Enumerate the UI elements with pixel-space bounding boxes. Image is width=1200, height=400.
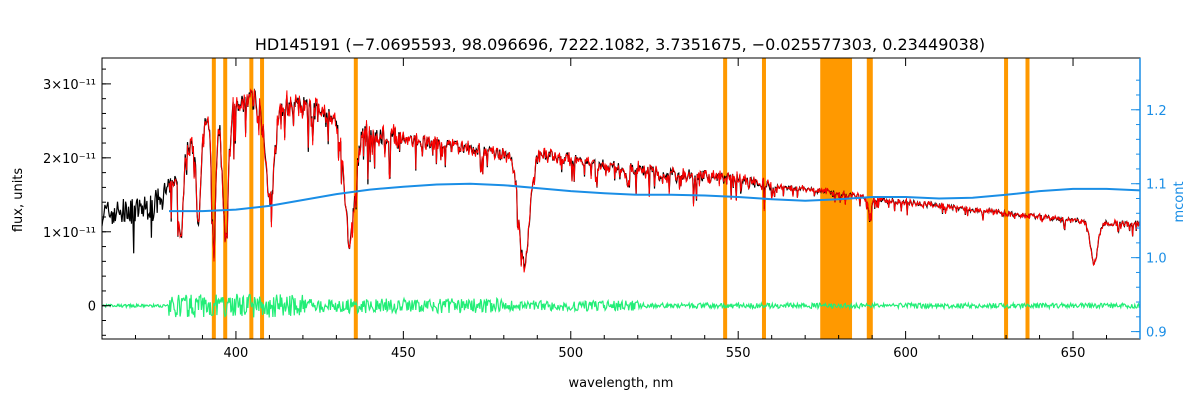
masked-line xyxy=(868,58,873,339)
right-tick-label: 1.0 xyxy=(1146,252,1167,267)
x-tick-label: 550 xyxy=(726,346,751,361)
y-tick-label: 0 xyxy=(88,300,96,315)
y-axis-label: flux, units xyxy=(11,168,26,233)
model-flux-series xyxy=(168,88,1141,273)
x-tick-label: 600 xyxy=(893,346,918,361)
masked-line xyxy=(866,58,871,339)
x-axis: 400 450 500 550 600 650 xyxy=(134,58,1141,361)
masked-line xyxy=(223,58,228,339)
x-tick-label: 400 xyxy=(224,346,249,361)
x-tick-label: 500 xyxy=(558,346,583,361)
chart-title: HD145191 (−7.0695593, 98.096696, 7222.10… xyxy=(255,35,985,54)
x-tick-label: 650 xyxy=(1061,346,1086,361)
masked-line xyxy=(249,58,254,339)
y-tick-label: 2×10⁻¹¹ xyxy=(43,152,96,167)
right-tick-label: 1.2 xyxy=(1146,104,1167,119)
continuum-line xyxy=(169,182,1141,213)
masked-line xyxy=(723,58,728,339)
continuum-series xyxy=(169,182,1141,213)
masked-line xyxy=(260,58,265,339)
y-axis-right: 0.9 1.0 1.1 1.2 xyxy=(1131,58,1167,341)
masked-line xyxy=(1025,58,1030,339)
masked-line xyxy=(1004,58,1009,339)
residual-line xyxy=(101,293,1141,318)
y-axis-right-label: mcont xyxy=(1172,181,1187,222)
y-tick-label: 1×10⁻¹¹ xyxy=(43,226,96,241)
right-tick-label: 1.1 xyxy=(1146,178,1167,193)
right-tick-label: 0.9 xyxy=(1146,326,1167,341)
y-axis-left: 0 1×10⁻¹¹ 2×10⁻¹¹ 3×10⁻¹¹ xyxy=(43,68,111,336)
model-flux-line xyxy=(168,88,1141,273)
x-tick-label: 450 xyxy=(391,346,416,361)
masked-line xyxy=(211,58,216,339)
residual-series xyxy=(101,293,1141,318)
y-tick-label: 3×10⁻¹¹ xyxy=(43,78,96,93)
x-axis-label: wavelength, nm xyxy=(569,376,674,391)
plot-frame xyxy=(101,57,1141,340)
